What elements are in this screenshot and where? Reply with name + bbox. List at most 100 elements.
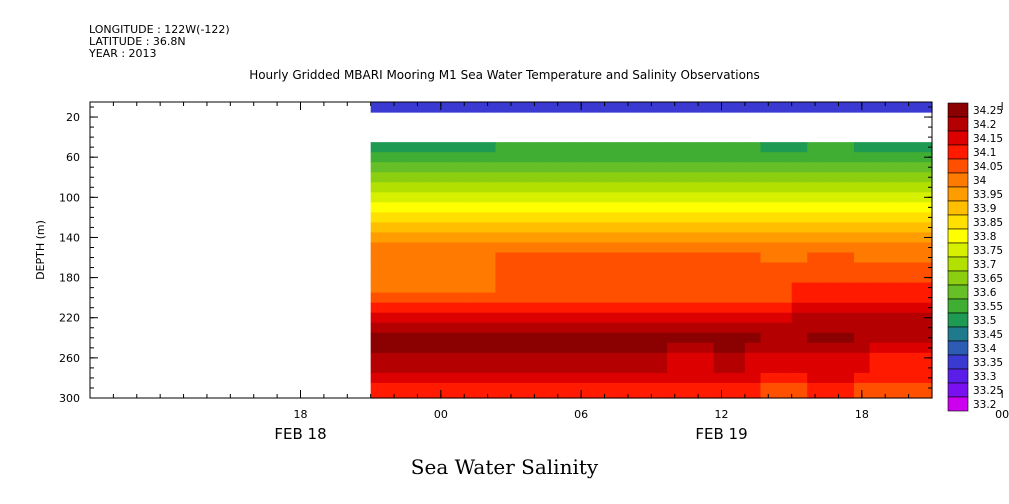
heatmap-cell xyxy=(682,152,699,163)
heatmap-cell xyxy=(885,352,902,364)
heatmap-cell xyxy=(417,252,434,264)
heatmap-cell xyxy=(666,362,684,374)
heatmap-cell xyxy=(729,212,746,223)
heatmap-cell xyxy=(479,232,496,244)
heatmap-cell xyxy=(635,282,652,294)
heatmap-cell xyxy=(651,282,668,294)
heatmap-cell xyxy=(511,372,528,384)
heatmap-cell xyxy=(495,192,512,203)
heatmap-cell xyxy=(604,362,621,374)
heatmap-cell xyxy=(620,152,637,163)
heatmap-cell xyxy=(511,142,528,153)
heatmap-cell xyxy=(666,302,684,314)
heatmap-cell xyxy=(635,182,652,193)
heatmap-cell xyxy=(791,252,808,264)
heatmap-cell xyxy=(479,182,496,193)
heatmap-cell xyxy=(776,222,793,234)
heatmap-cell xyxy=(713,192,730,203)
colorbar-label: 33.45 xyxy=(973,329,1003,341)
heatmap-cell xyxy=(557,382,574,394)
heatmap-cell xyxy=(760,102,777,113)
heatmap-cell xyxy=(651,342,668,354)
heatmap-cell xyxy=(620,162,637,173)
heatmap-cell xyxy=(869,262,886,274)
heatmap-cell xyxy=(760,342,777,354)
heatmap-cell xyxy=(885,262,902,274)
heatmap-cell xyxy=(557,232,574,244)
colorbar-swatch xyxy=(947,312,969,328)
heatmap-cell xyxy=(822,262,840,274)
heatmap-cell xyxy=(807,382,824,394)
heatmap-cell xyxy=(744,332,762,344)
heatmap-cell xyxy=(604,272,621,284)
heatmap-cell xyxy=(791,342,808,354)
heatmap-cell xyxy=(869,202,886,213)
heatmap-cell xyxy=(744,322,762,334)
heatmap-cell xyxy=(900,352,917,364)
heatmap-cell xyxy=(370,392,387,399)
heatmap-cell xyxy=(900,152,917,163)
heatmap-cell xyxy=(526,272,543,284)
colorbar: 34.25 34.2 34.15 34.1 34.05 34 33.95 33.9 33.85 3… xyxy=(947,102,1003,412)
heatmap-cell xyxy=(464,162,481,173)
heatmap-cell xyxy=(698,312,715,324)
heatmap-cell xyxy=(822,212,840,223)
heatmap-cell xyxy=(698,142,715,153)
heatmap-cell xyxy=(433,212,450,223)
heatmap-cell xyxy=(573,232,590,244)
x-date-label: FEB 19 xyxy=(695,425,747,443)
heatmap-cell xyxy=(542,162,559,173)
heatmap-cell xyxy=(417,342,434,354)
heatmap-cell xyxy=(916,162,933,173)
heatmap-cell xyxy=(916,252,933,264)
heatmap-cell xyxy=(900,302,917,314)
heatmap-cell xyxy=(588,242,606,254)
heatmap-cell xyxy=(869,382,886,394)
heatmap-cell xyxy=(791,382,808,394)
heatmap-cell xyxy=(448,162,465,173)
heatmap-cell xyxy=(807,102,824,113)
y-tick-label: 180 xyxy=(59,272,80,285)
heatmap-cell xyxy=(869,222,886,234)
heatmap-cell xyxy=(791,282,808,294)
colorbar-swatch xyxy=(947,298,969,314)
heatmap-cell xyxy=(698,372,715,384)
heatmap-cell xyxy=(885,272,902,284)
heatmap-cell xyxy=(713,362,730,374)
heatmap-cell xyxy=(885,192,902,203)
heatmap-cell xyxy=(620,102,637,113)
heatmap-cell xyxy=(401,302,419,314)
heatmap-cell xyxy=(433,182,450,193)
heatmap-cell xyxy=(448,242,465,254)
heatmap-cell xyxy=(760,192,777,203)
heatmap-cell xyxy=(557,202,574,213)
heatmap-cell xyxy=(495,272,512,284)
heatmap-cell xyxy=(495,282,512,294)
heatmap-cell xyxy=(635,142,652,153)
heatmap-cell xyxy=(698,392,715,399)
heatmap-cell xyxy=(744,162,762,173)
heatmap-cell xyxy=(900,322,917,334)
heatmap-cell xyxy=(604,342,621,354)
heatmap-cell xyxy=(495,222,512,234)
heatmap-cell xyxy=(526,262,543,274)
colorbar-label: 33.6 xyxy=(973,287,997,299)
heatmap-cell xyxy=(588,342,606,354)
heatmap-cell xyxy=(448,142,465,153)
heatmap-cell xyxy=(791,372,808,384)
heatmap-cell xyxy=(386,162,403,173)
heatmap-cell xyxy=(417,282,434,294)
heatmap-cell xyxy=(885,322,902,334)
heatmap-cell xyxy=(698,272,715,284)
heatmap-cell xyxy=(635,382,652,394)
heatmap-cell xyxy=(698,332,715,344)
heatmap-cell xyxy=(604,142,621,153)
heatmap-cell xyxy=(635,232,652,244)
heatmap-cell xyxy=(417,272,434,284)
heatmap-cell xyxy=(651,242,668,254)
heatmap-cell xyxy=(370,252,387,264)
heatmap-cell xyxy=(542,202,559,213)
heatmap-cell xyxy=(542,192,559,203)
heatmap-cell xyxy=(417,172,434,183)
heatmap-cell xyxy=(557,282,574,294)
